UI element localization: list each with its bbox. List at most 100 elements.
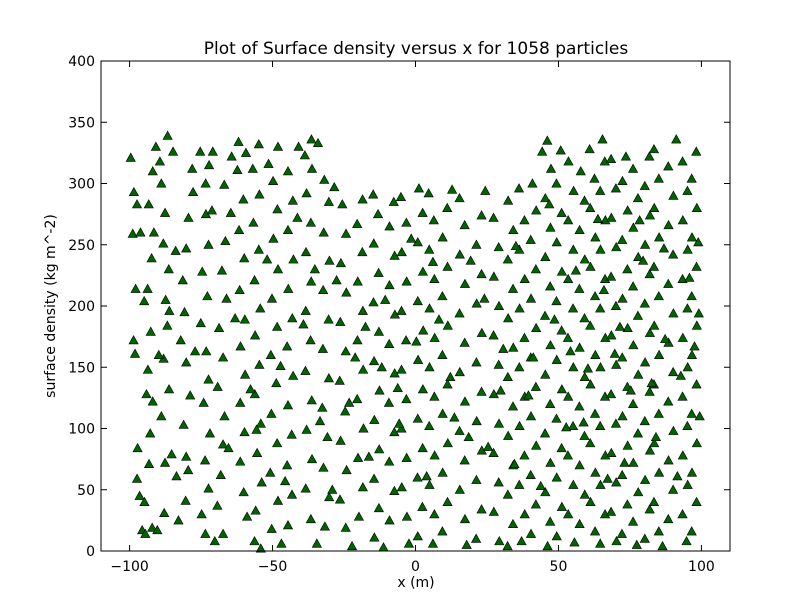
data-point <box>139 496 150 506</box>
data-point <box>549 314 560 324</box>
y-tick-label: 100 <box>68 422 95 438</box>
data-point <box>220 235 231 246</box>
data-point <box>668 190 679 200</box>
data-point <box>154 156 166 166</box>
data-point <box>682 362 693 372</box>
data-point <box>323 196 334 206</box>
data-point <box>545 457 556 467</box>
data-point <box>293 141 304 151</box>
data-point <box>412 295 423 306</box>
data-point <box>203 483 214 493</box>
data-point <box>519 215 530 225</box>
data-point <box>488 506 499 516</box>
data-point <box>424 303 435 313</box>
data-point <box>166 449 177 459</box>
data-point <box>335 257 346 268</box>
data-point <box>235 341 246 351</box>
data-point <box>374 385 385 395</box>
data-point <box>318 284 329 295</box>
data-point <box>263 158 274 168</box>
data-point <box>396 305 407 315</box>
data-point <box>694 411 705 421</box>
data-point <box>396 364 407 374</box>
data-point <box>508 342 519 352</box>
data-point <box>437 526 448 536</box>
data-point <box>352 335 363 345</box>
data-point <box>369 414 380 424</box>
data-point <box>617 352 628 362</box>
data-point <box>175 335 186 345</box>
data-point <box>502 254 513 264</box>
data-point <box>272 204 283 214</box>
data-point <box>578 417 589 427</box>
data-point <box>383 397 395 407</box>
data-point <box>324 491 335 502</box>
data-point <box>682 420 693 431</box>
data-point <box>437 408 448 418</box>
data-point <box>639 239 651 249</box>
data-point <box>563 273 574 284</box>
data-point <box>403 538 415 548</box>
data-point <box>159 507 170 518</box>
data-point <box>196 509 207 519</box>
data-point <box>682 479 693 489</box>
data-point <box>437 232 448 242</box>
data-point <box>476 268 487 279</box>
data-point <box>131 473 143 483</box>
data-point <box>368 355 380 366</box>
data-point <box>545 398 556 408</box>
data-point <box>189 346 201 356</box>
data-point <box>471 298 482 308</box>
data-point <box>179 306 190 317</box>
data-point <box>197 266 208 276</box>
data-point <box>417 384 429 394</box>
data-point <box>648 496 660 506</box>
data-point <box>158 238 169 248</box>
data-point <box>147 396 158 406</box>
data-point <box>686 526 697 536</box>
data-point <box>622 264 633 274</box>
data-point <box>201 346 212 356</box>
data-point <box>437 349 448 359</box>
data-point <box>335 435 346 445</box>
data-point <box>203 374 214 384</box>
data-point <box>502 371 513 382</box>
data-point <box>301 424 312 434</box>
data-point <box>300 483 311 493</box>
data-point <box>164 305 175 315</box>
data-point <box>162 130 173 140</box>
data-point <box>282 166 294 176</box>
data-point <box>212 381 223 391</box>
data-point <box>374 444 385 454</box>
data-point <box>611 241 622 252</box>
data-point <box>262 254 273 264</box>
data-point <box>519 450 530 460</box>
data-point <box>427 538 439 548</box>
data-point <box>551 354 562 364</box>
data-point <box>503 313 514 323</box>
data-point <box>595 420 606 431</box>
data-point <box>531 205 542 215</box>
data-point <box>589 173 600 183</box>
data-point <box>480 185 491 195</box>
data-point <box>135 227 146 237</box>
data-point <box>574 342 585 352</box>
data-point <box>605 271 617 281</box>
data-point <box>384 515 395 525</box>
data-point <box>139 295 150 306</box>
data-point <box>575 166 586 176</box>
data-point <box>255 543 266 553</box>
data-point <box>574 224 585 235</box>
data-point <box>368 297 379 307</box>
data-point <box>212 500 223 510</box>
data-point <box>389 485 400 495</box>
data-point <box>388 196 399 206</box>
data-point <box>691 320 702 330</box>
data-point <box>508 224 519 235</box>
data-point <box>446 184 458 194</box>
data-point <box>203 159 215 170</box>
data-point <box>556 442 567 453</box>
data-point <box>352 218 363 228</box>
data-point <box>667 484 679 494</box>
data-point <box>459 455 470 465</box>
